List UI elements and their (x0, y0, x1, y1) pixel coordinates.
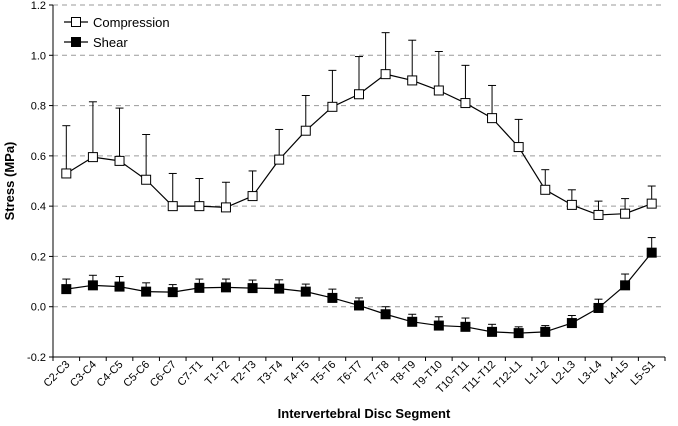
data-point (487, 113, 498, 124)
x-tick-label: T2-T3 (229, 359, 258, 388)
data-point (354, 89, 364, 100)
series-segment (518, 146, 546, 191)
data-point (407, 75, 418, 86)
x-tick-label: T1-T2 (203, 359, 232, 388)
x-tick-label: C7-T1 (175, 359, 205, 389)
data-point (593, 302, 604, 313)
data-point (141, 286, 152, 297)
legend-marker (71, 37, 81, 47)
x-tick-label: T3-T4 (256, 359, 285, 388)
data-point (433, 85, 444, 96)
series-compression (61, 32, 657, 220)
data-point (61, 168, 72, 179)
y-tick-label: 1.2 (31, 0, 46, 12)
data-point (167, 201, 178, 212)
y-tick-label: 0.8 (31, 101, 46, 113)
y-tick-label: -0.2 (27, 352, 46, 364)
data-point (194, 282, 205, 293)
data-point (194, 201, 205, 212)
series-shear (61, 237, 657, 339)
x-tick-label: C6-C7 (148, 359, 179, 390)
data-point (646, 247, 657, 258)
data-point (114, 281, 125, 292)
x-tick-label: C4-C5 (95, 359, 126, 390)
data-point (220, 202, 231, 213)
data-point (460, 98, 471, 109)
data-point (114, 155, 125, 166)
x-tick-label: T5-T6 (309, 359, 338, 388)
data-point (513, 328, 524, 339)
data-point (220, 282, 231, 293)
data-point (247, 191, 258, 202)
data-point (433, 320, 444, 331)
data-point (620, 280, 631, 291)
axes (49, 4, 666, 361)
y-tick-label: 0.4 (31, 201, 46, 213)
x-tick-label: L4-L5 (603, 359, 631, 387)
y-tick-label: 0.2 (31, 251, 46, 263)
data-point (247, 283, 258, 294)
data-point (540, 184, 551, 195)
data-point (274, 154, 285, 165)
data-point (646, 198, 657, 209)
data-point (167, 287, 178, 298)
data-point (300, 125, 311, 136)
x-tick-label: C2-C3 (41, 359, 72, 390)
data-point (87, 280, 98, 291)
y-tick-label: 0.6 (31, 151, 46, 163)
legend: Compression Shear (64, 15, 170, 50)
x-axis-title: Intervertebral Disc Segment (278, 406, 451, 421)
data-point (566, 199, 577, 210)
x-tick-label: L2-L3 (550, 359, 578, 387)
y-tick-label: 1.0 (31, 50, 46, 62)
data-point (354, 300, 364, 311)
data-point (380, 69, 391, 80)
x-tick-label: T4-T5 (283, 359, 312, 388)
series-segment (252, 159, 280, 197)
x-tick-labels: C2-C3C3-C4C4-C5C5-C6C6-C7C7-T1T1-T2T2-T3… (41, 359, 657, 396)
data-point (327, 101, 338, 112)
data-point (141, 174, 152, 185)
legend-marker (71, 17, 81, 27)
x-tick-label: L3-L4 (576, 359, 604, 387)
y-tick-label: 0.0 (31, 302, 46, 314)
data-point (566, 318, 577, 329)
legend-label: Shear (93, 35, 128, 50)
data-point (513, 142, 524, 153)
series-layer (61, 32, 657, 339)
y-axis-title: Stress (MPa) (2, 142, 17, 221)
data-point (487, 326, 498, 337)
data-point (593, 209, 604, 220)
legend-label: Compression (93, 15, 170, 30)
series-segment (624, 252, 653, 286)
x-tick-label: C5-C6 (121, 359, 152, 390)
x-tick-label: T6-T7 (336, 359, 365, 388)
data-point (274, 283, 285, 294)
data-point (300, 286, 311, 297)
x-tick-label: L1-L2 (523, 359, 551, 387)
data-point (327, 292, 338, 303)
y-tick-labels: -0.2 0.0 0.2 0.4 0.6 0.8 1.0 1.2 (27, 0, 46, 364)
x-tick-label: L5-S1 (629, 359, 658, 388)
data-point (380, 309, 391, 320)
data-point (407, 316, 418, 327)
x-tick-label: T12-L1 (492, 359, 525, 392)
x-tick-label: C3-C4 (68, 359, 99, 390)
data-point (540, 326, 551, 337)
data-point (61, 284, 72, 295)
gridlines (53, 4, 665, 308)
data-point (87, 152, 98, 163)
x-tick-label: T7-T8 (362, 359, 391, 388)
data-point (460, 321, 471, 332)
data-point (620, 208, 631, 219)
